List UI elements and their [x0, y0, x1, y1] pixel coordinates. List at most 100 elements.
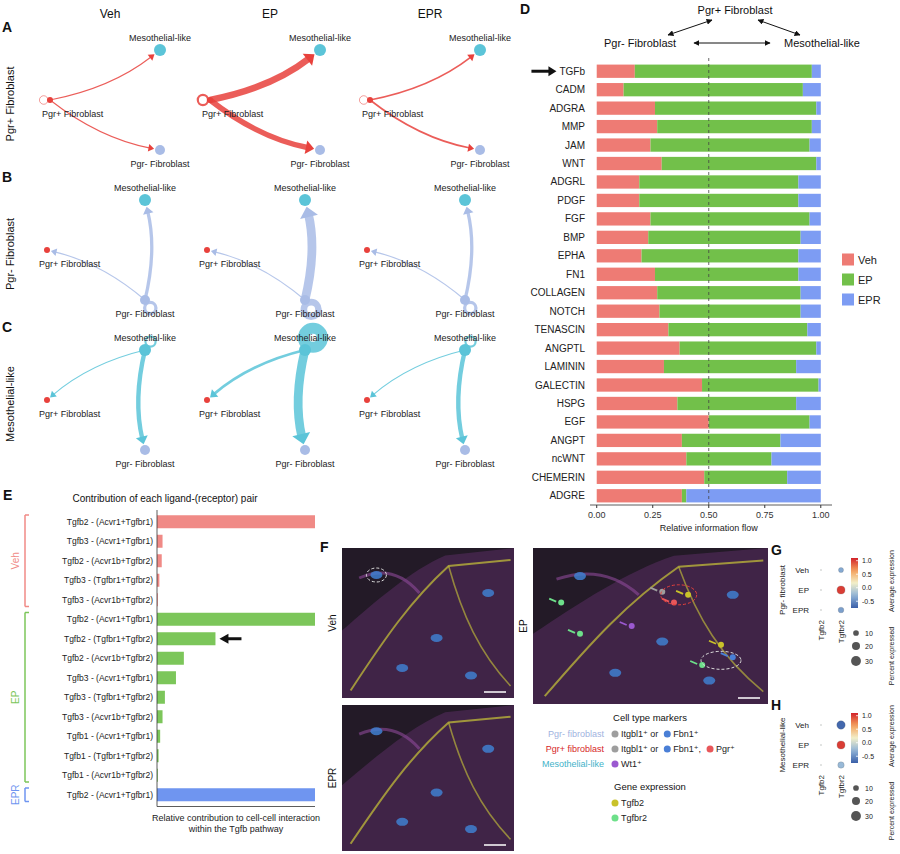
category-label: ADGRA	[549, 103, 585, 114]
marker-dot	[577, 631, 583, 637]
self-loop	[39, 96, 48, 105]
node-label: Pgr+ Fibroblast	[199, 409, 261, 419]
node	[155, 145, 165, 155]
bar	[597, 360, 664, 373]
micrograph-ground	[533, 548, 768, 704]
panel-letter: C	[2, 319, 12, 335]
dot	[837, 586, 845, 594]
tick-label: 30	[865, 813, 873, 820]
edge	[370, 100, 470, 148]
bars	[157, 515, 315, 801]
row-title: Pgr+ Fibroblast	[4, 67, 16, 142]
header-label: Pgr- Fibroblast	[604, 37, 676, 49]
arrowhead	[305, 141, 314, 154]
tick-label: 0.50	[700, 510, 718, 520]
micrograph-texture	[342, 548, 514, 698]
group-bracket	[24, 515, 26, 607]
tick	[708, 505, 709, 508]
category-label: BMP	[563, 232, 585, 243]
node-label: Pgr+ Fibroblast	[202, 109, 264, 119]
key-dot	[664, 746, 671, 753]
node-label: Pgr+ Fibroblast	[362, 109, 424, 119]
nucleus	[727, 591, 739, 599]
edge	[138, 350, 145, 439]
axis-title: Mesothelial-like	[778, 717, 787, 773]
marker-dot	[558, 600, 564, 606]
marker-dot	[730, 654, 736, 660]
dot	[820, 724, 822, 726]
key-label: Pgr- fibroblast	[548, 729, 605, 739]
category-label: TGFb	[559, 66, 585, 77]
edge	[210, 100, 308, 148]
node-label: Pgr- Fibroblast	[115, 459, 175, 469]
condition-label: Veh	[327, 614, 338, 631]
panel-letter: G	[771, 542, 782, 558]
bar	[597, 212, 651, 225]
bar	[597, 452, 687, 465]
column-label: Tgfb2	[817, 774, 826, 795]
tick-label: 10	[865, 785, 873, 792]
bar	[157, 671, 176, 684]
micrograph-ground	[342, 705, 514, 851]
legend-title: Average expression	[888, 550, 896, 612]
bar	[597, 231, 649, 244]
category-label: ANGPT	[551, 435, 585, 446]
nucleus	[370, 727, 382, 735]
bar	[651, 138, 810, 151]
bar	[157, 554, 162, 567]
arrowhead	[303, 54, 315, 66]
bar	[803, 83, 821, 96]
bar	[772, 452, 821, 465]
bar	[810, 138, 821, 151]
node-label: Mesothelial-like	[434, 183, 496, 193]
bar	[639, 175, 798, 188]
key-item: Tgfbr2	[621, 813, 647, 823]
bar	[816, 157, 820, 170]
micrograph	[342, 548, 514, 698]
tick	[820, 505, 821, 508]
node	[47, 97, 53, 103]
micrograph-texture	[449, 566, 511, 686]
bar	[816, 102, 820, 115]
bar	[664, 360, 796, 373]
row-title: Mesothelial-like	[4, 366, 16, 442]
bar	[801, 231, 821, 244]
size-key	[852, 797, 860, 805]
bar	[812, 120, 821, 133]
tick	[764, 505, 765, 508]
bar	[709, 415, 810, 428]
tick-label: 20	[865, 798, 873, 805]
bar	[807, 323, 820, 336]
key-label: Pgr+ fibroblast	[546, 744, 605, 754]
axis-title: Pgr- fibroblast	[778, 564, 787, 615]
bar	[597, 415, 709, 428]
edge	[145, 212, 152, 300]
column-title: Veh	[100, 7, 121, 21]
tick-label: 1.0	[862, 557, 872, 564]
size-key	[851, 656, 861, 666]
category-label: FN1	[566, 269, 585, 280]
group-bracket	[25, 801, 29, 803]
axis-title: Relative information flow	[660, 523, 759, 533]
network-diagram: Pgr+ FibroblastPgr- FibroblastMesothelia…	[39, 33, 191, 169]
category-label: ncWNT	[552, 453, 585, 464]
bar	[812, 65, 821, 78]
node-label: Pgr- Fibroblast	[290, 159, 350, 169]
panel-letter: B	[2, 169, 12, 185]
nucleus	[482, 589, 494, 597]
bar	[686, 489, 820, 502]
legend-label: Veh	[858, 254, 877, 266]
bar	[657, 120, 812, 133]
bar	[597, 83, 624, 96]
arrowhead	[210, 389, 218, 397]
bar	[655, 268, 798, 281]
scale-bar	[484, 691, 506, 693]
arrowhead	[136, 435, 148, 444]
arrowhead	[370, 391, 377, 398]
arrowhead	[50, 391, 57, 398]
node	[299, 344, 311, 356]
row-label: Veh	[795, 721, 809, 730]
bar	[659, 305, 800, 318]
header-label: Mesothelial-like	[784, 37, 860, 49]
category-label: HSPG	[557, 398, 586, 409]
